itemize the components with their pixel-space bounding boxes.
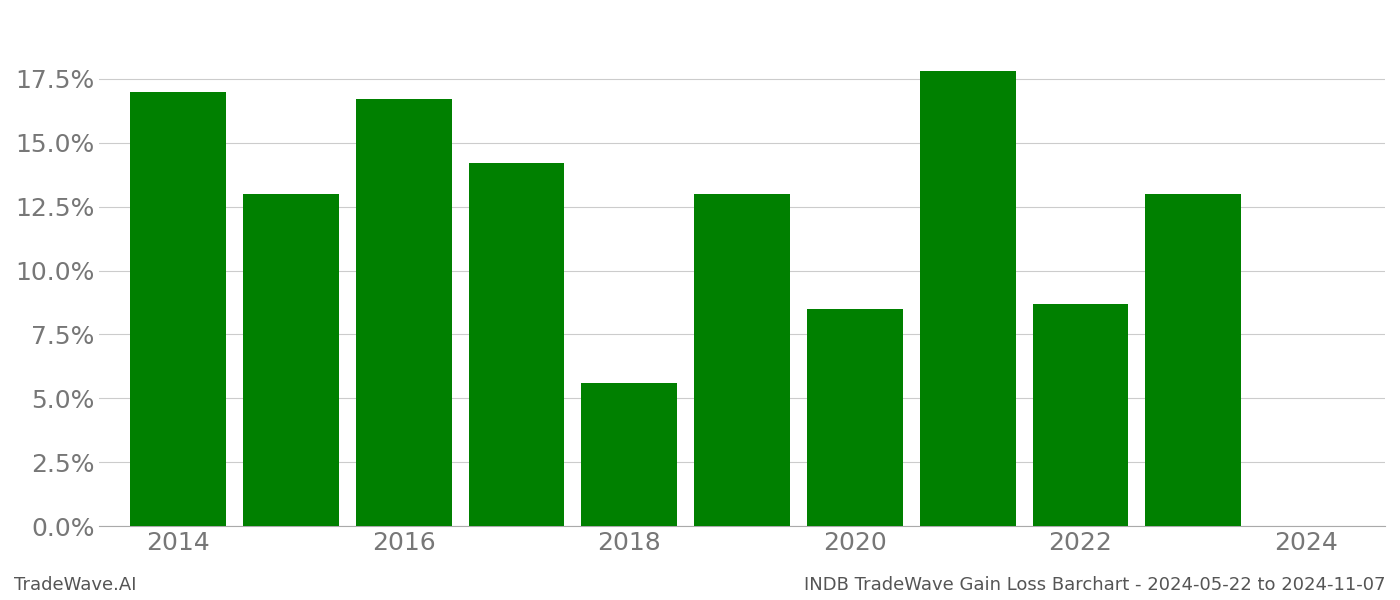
- Text: TradeWave.AI: TradeWave.AI: [14, 576, 137, 594]
- Bar: [1033, 304, 1128, 526]
- Bar: [356, 100, 452, 526]
- Bar: [244, 194, 339, 526]
- Bar: [806, 309, 903, 526]
- Bar: [1145, 194, 1242, 526]
- Text: INDB TradeWave Gain Loss Barchart - 2024-05-22 to 2024-11-07: INDB TradeWave Gain Loss Barchart - 2024…: [805, 576, 1386, 594]
- Bar: [130, 92, 227, 526]
- Bar: [920, 71, 1015, 526]
- Bar: [694, 194, 790, 526]
- Bar: [469, 163, 564, 526]
- Bar: [581, 383, 678, 526]
